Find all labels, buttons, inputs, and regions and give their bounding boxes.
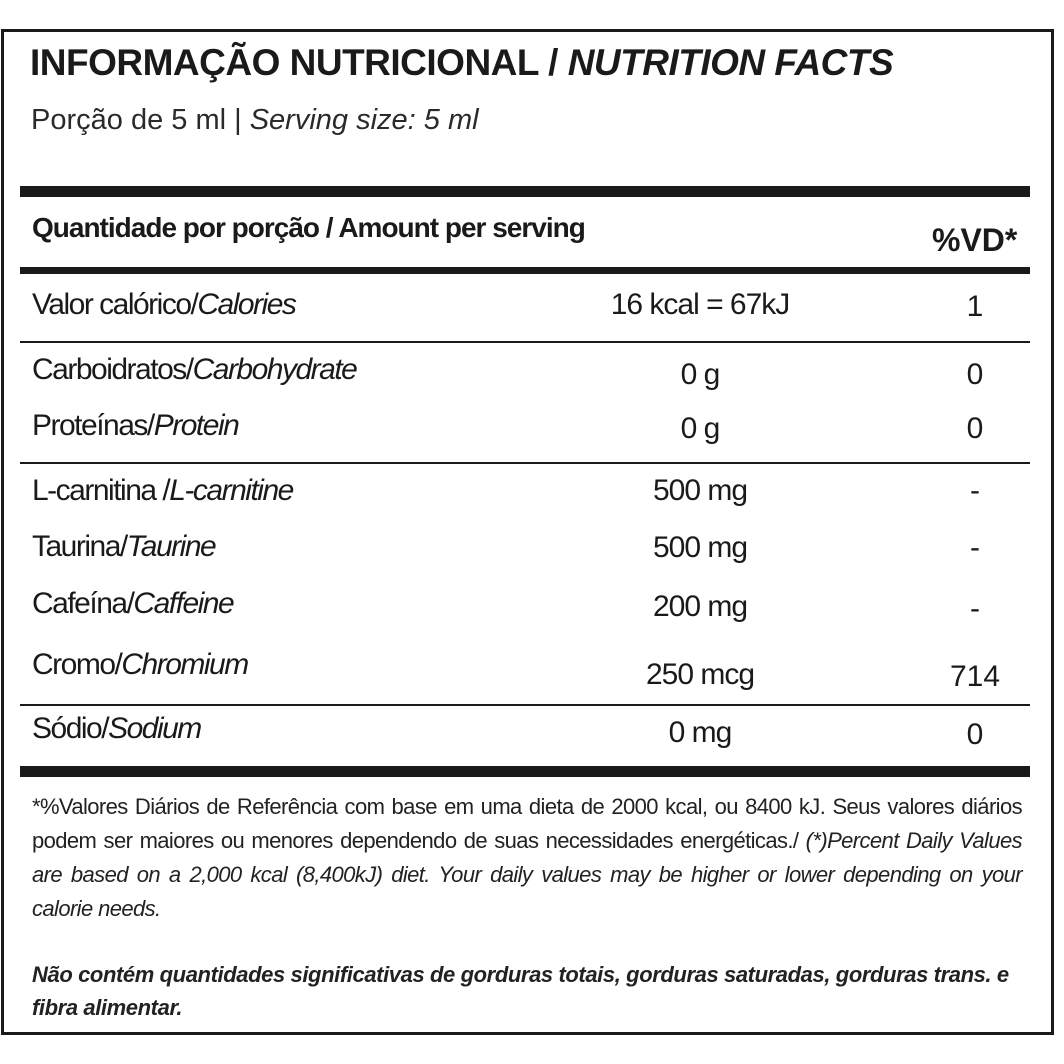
title-en: NUTRITION FACTS <box>567 42 894 83</box>
row-carbohydrate-name: Carboidratos/Carbohydrate <box>32 353 358 387</box>
serving-size: Porção de 5 ml | Serving size: 5 ml <box>31 104 479 137</box>
divider-thick-bottom <box>20 766 1030 777</box>
footnote-en: (*)Percent Daily Values are based on a 2… <box>32 828 1023 921</box>
row-calories-name: Valor calórico/Calories <box>32 288 297 322</box>
row-carbohydrate-name-en: Carbohydrate <box>192 353 358 386</box>
row-taurine-vd: - <box>970 531 980 564</box>
label-title: INFORMAÇÃO NUTRICIONAL / NUTRITION FACTS <box>30 42 894 84</box>
row-divider <box>20 462 1030 464</box>
row-divider <box>20 704 1030 706</box>
row-carbohydrate-name-pt: Carboidratos/ <box>32 353 194 386</box>
header-daily-value: %VD* <box>932 222 1018 258</box>
row-sodium-name: Sódio/Sodium <box>32 712 202 746</box>
row-sodium-amount: 0 mg <box>668 716 733 749</box>
row-taurine-name: Taurina/Taurine <box>32 530 217 564</box>
row-protein-name: Proteínas/Protein <box>32 409 240 443</box>
row-calories-name-en: Calories <box>197 288 297 321</box>
row-caffeine-name-en: Caffeine <box>133 587 234 620</box>
row-chromium-name-pt: Cromo/ <box>32 648 123 681</box>
serving-pt: Porção de 5 ml | <box>31 104 242 136</box>
row-l-carnitine-name-pt: L-carnitina / <box>32 474 171 507</box>
row-divider <box>20 341 1030 343</box>
row-taurine-name-pt: Taurina/ <box>32 530 128 563</box>
row-caffeine-vd: - <box>970 592 980 625</box>
row-chromium-name-en: Chromium <box>121 648 249 681</box>
row-protein-amount: 0 g <box>680 412 721 445</box>
footnote-pt: *%Valores Diários de Referência com base… <box>32 794 1023 853</box>
header-amount-per-serving: Quantidade por porção / Amount per servi… <box>32 212 586 243</box>
row-sodium-name-pt: Sódio/ <box>32 712 110 745</box>
row-carbohydrate-vd: 0 <box>966 358 984 391</box>
row-caffeine-name-pt: Cafeína/ <box>32 587 135 620</box>
row-protein-name-pt: Proteínas/ <box>32 409 155 442</box>
row-caffeine-name: Cafeína/Caffeine <box>32 587 235 621</box>
divider-header <box>20 267 1030 274</box>
row-chromium-vd: 714 <box>949 660 1001 693</box>
row-l-carnitine-name-en: L-carnitine <box>169 474 294 507</box>
nutrient-disclaimer: Não contém quantidades significativas de… <box>32 962 1009 1020</box>
row-l-carnitine-amount: 500 mg <box>652 474 748 507</box>
row-protein-vd: 0 <box>966 412 984 445</box>
row-calories-name-pt: Valor calórico/ <box>32 288 199 321</box>
title-pt: INFORMAÇÃO NUTRICIONAL / <box>30 42 558 83</box>
row-l-carnitine-vd: - <box>970 474 980 507</box>
row-taurine-name-en: Taurine <box>126 530 217 563</box>
row-chromium-name: Cromo/Chromium <box>32 648 249 682</box>
divider-thick-top <box>20 186 1030 197</box>
row-calories-amount: 16 kcal = 67kJ <box>610 288 791 321</box>
serving-en: Serving size: 5 ml <box>249 104 479 136</box>
row-protein-name-en: Protein <box>153 409 240 442</box>
row-caffeine-amount: 200 mg <box>652 590 748 623</box>
nutrition-facts-panel <box>1 29 1054 1035</box>
daily-value-footnote: *%Valores Diários de Referência com base… <box>32 790 1023 926</box>
row-sodium-name-en: Sodium <box>108 712 202 745</box>
row-sodium-vd: 0 <box>966 718 984 751</box>
row-l-carnitine-name: L-carnitina /L-carnitine <box>32 474 294 508</box>
row-chromium-amount: 250 mcg <box>645 658 755 691</box>
row-carbohydrate-amount: 0 g <box>680 358 721 391</box>
row-calories-vd: 1 <box>966 290 984 323</box>
row-taurine-amount: 500 mg <box>652 531 748 564</box>
